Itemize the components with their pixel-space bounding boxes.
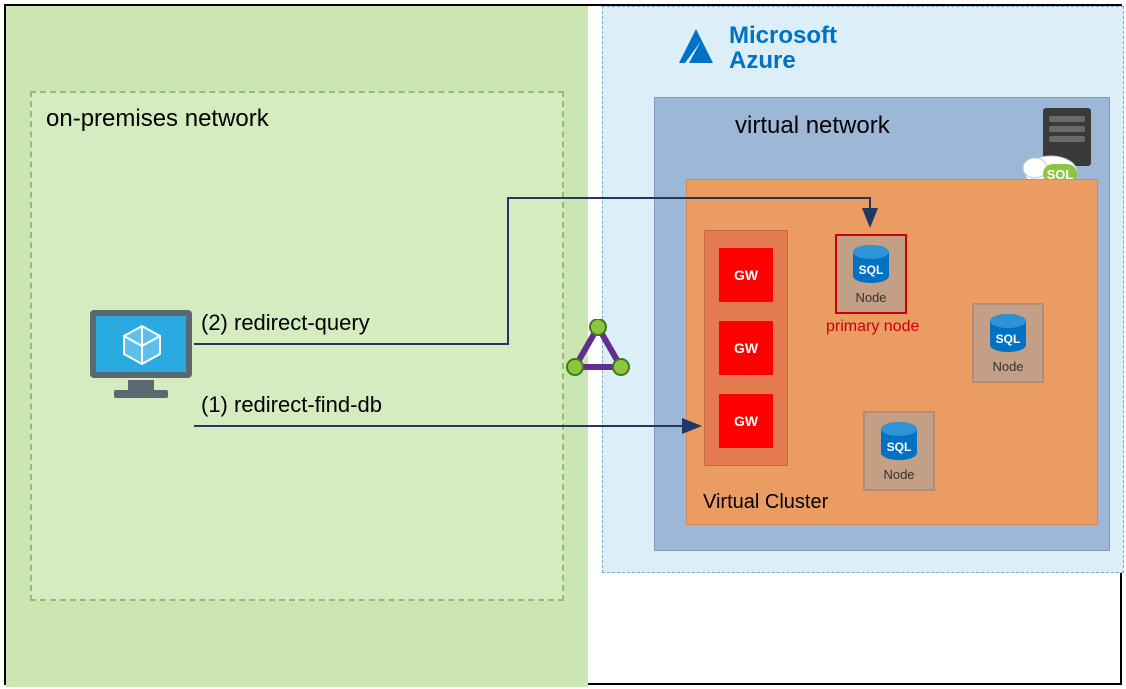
node-label: Node (992, 359, 1023, 374)
sql-db-icon: SQL (987, 313, 1029, 357)
onprem-title: on-premises network (46, 105, 269, 133)
vnet-title: virtual network (735, 112, 890, 140)
sql-node-primary: SQL Node (835, 234, 907, 314)
gateway-box: GW (719, 321, 773, 375)
azure-icon (675, 27, 717, 69)
client-monitor-icon (86, 306, 196, 411)
gateway-box: GW (719, 394, 773, 448)
svg-text:SQL: SQL (859, 263, 884, 277)
sql-node: SQL Node (972, 303, 1044, 383)
gateway-box: GW (719, 248, 773, 302)
node-label: Node (855, 290, 886, 305)
primary-node-label: primary node (826, 318, 919, 336)
svg-text:SQL: SQL (887, 440, 912, 454)
azure-brand-line2: Azure (729, 48, 837, 73)
node-label: Node (883, 467, 914, 482)
sql-db-icon: SQL (878, 421, 920, 465)
flow-label-redirect-find-db: (1) redirect-find-db (201, 392, 382, 418)
diagram-canvas: on-premises network Microsoft Azure virt… (4, 4, 1122, 685)
sql-db-icon: SQL (850, 244, 892, 288)
azure-brand-line1: Microsoft (729, 23, 837, 48)
flow-label-redirect-query: (2) redirect-query (201, 310, 370, 336)
peering-ring-icon (563, 319, 633, 386)
cluster-title: Virtual Cluster (703, 491, 828, 514)
azure-logo: Microsoft Azure (675, 23, 837, 73)
sql-node: SQL Node (863, 411, 935, 491)
gateway-stack: GW GW GW (704, 230, 788, 466)
svg-text:SQL: SQL (996, 332, 1021, 346)
